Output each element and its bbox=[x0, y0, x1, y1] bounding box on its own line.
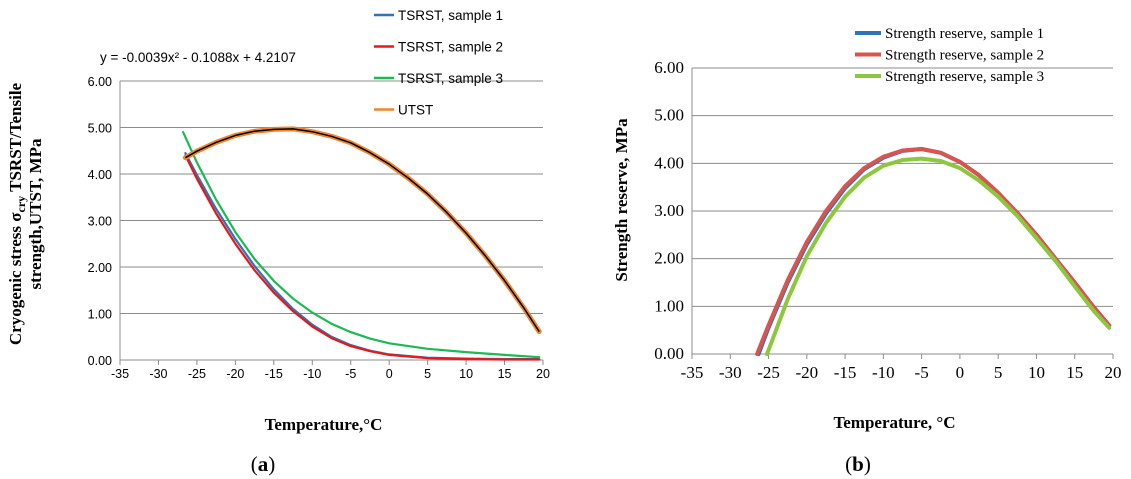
caption-paren: ( bbox=[845, 452, 852, 476]
legend-label: Strength reserve, sample 3 bbox=[885, 69, 1044, 85]
x-tick-label: -5 bbox=[915, 363, 929, 382]
x-tick-label: -10 bbox=[303, 367, 321, 381]
y-tick-label: 2.00 bbox=[654, 249, 684, 268]
x-axis-label: Temperature, °C bbox=[833, 413, 955, 432]
x-tick-label: -30 bbox=[719, 363, 742, 382]
y-tick-label: 1.00 bbox=[654, 296, 684, 315]
caption-paren: ) bbox=[864, 452, 871, 476]
trendline-equation: y = -0.0039x² - 0.1088x + 4.2107 bbox=[100, 50, 296, 65]
x-tick-label: -30 bbox=[149, 367, 167, 381]
y-tick-label: 3.00 bbox=[88, 215, 112, 229]
x-tick-label: 10 bbox=[1028, 363, 1045, 382]
legend-label: UTST bbox=[398, 103, 433, 118]
legend-label: TSRST, sample 2 bbox=[398, 40, 503, 55]
y-tick-label: 2.00 bbox=[88, 261, 112, 275]
x-tick-label: 15 bbox=[498, 367, 512, 381]
y-tick-label: 6.00 bbox=[88, 75, 112, 89]
panel-caption: (a) bbox=[251, 452, 276, 476]
y-tick-label: 1.00 bbox=[88, 308, 112, 322]
y-tick-label: 5.00 bbox=[654, 106, 684, 125]
trendline bbox=[185, 128, 540, 333]
series-line-3 bbox=[182, 131, 541, 359]
caption-paren: ( bbox=[251, 452, 258, 476]
y-axis-label-suffix: TSRST/Tensile bbox=[6, 82, 25, 195]
x-tick-label: -25 bbox=[757, 363, 780, 382]
x-axis-label: Temperature,°C bbox=[265, 415, 383, 434]
x-tick-label: -10 bbox=[872, 363, 895, 382]
x-tick-label: 0 bbox=[386, 367, 393, 381]
y-tick-label: 6.00 bbox=[654, 58, 684, 77]
x-tick-label: 20 bbox=[536, 367, 550, 381]
x-tick-label: -15 bbox=[834, 363, 857, 382]
chart-b: 0.00 1.00 2.00 3.00 4.00 5.00 6.00 -35 -30 -25 -20… bbox=[612, 26, 1122, 476]
caption-paren: ) bbox=[268, 452, 275, 476]
y-axis-label-prefix: Cryogenic stress σ bbox=[6, 212, 25, 345]
x-tick-label: 10 bbox=[459, 367, 473, 381]
legend-label: Strength reserve, sample 1 bbox=[885, 26, 1044, 42]
y-axis-label-subscript: cry bbox=[14, 196, 28, 213]
x-tick-label: -15 bbox=[265, 367, 283, 381]
y-tick-label: 4.00 bbox=[88, 168, 112, 182]
y-tick-label: 4.00 bbox=[654, 153, 684, 172]
series-line-2 bbox=[184, 154, 541, 361]
legend-label: Strength reserve, sample 2 bbox=[885, 48, 1044, 64]
panel-letter: b bbox=[852, 452, 864, 476]
y-tick-label: 3.00 bbox=[654, 201, 684, 220]
y-tick-label: 0.00 bbox=[654, 344, 684, 363]
y-tick-label: 5.00 bbox=[88, 122, 112, 136]
y-axis-label: Strength reserve, MPa bbox=[612, 118, 631, 282]
x-tick-label: -25 bbox=[188, 367, 206, 381]
x-tick-label: 15 bbox=[1066, 363, 1083, 382]
x-tick-label: 5 bbox=[994, 363, 1003, 382]
x-tick-label: -35 bbox=[681, 363, 704, 382]
y-tick-label: 0.00 bbox=[88, 354, 112, 368]
panel-caption: (b) bbox=[845, 452, 871, 476]
y-axis-label-line1: Cryogenic stress σcry TSRST/Tensile bbox=[6, 82, 28, 345]
x-tick-label: -5 bbox=[345, 367, 356, 381]
chart-a: 0.00 1.00 2.00 3.00 4.00 5.00 6.00 -35 -30 -25 -20… bbox=[6, 8, 550, 476]
x-tick-label: 20 bbox=[1105, 363, 1122, 382]
x-tick-label: -20 bbox=[226, 367, 244, 381]
legend-label: TSRST, sample 3 bbox=[398, 71, 503, 86]
series-line-3 bbox=[765, 156, 1112, 356]
legend-label: TSRST, sample 1 bbox=[398, 8, 503, 23]
series-line-4 bbox=[182, 126, 542, 335]
x-tick-label: -35 bbox=[111, 367, 129, 381]
x-tick-label: 5 bbox=[424, 367, 431, 381]
y-axis-label-line2: strength,UTST, MPa bbox=[26, 138, 45, 289]
panel-letter: a bbox=[258, 452, 269, 476]
x-tick-label: 0 bbox=[956, 363, 965, 382]
x-tick-label: -20 bbox=[795, 363, 818, 382]
